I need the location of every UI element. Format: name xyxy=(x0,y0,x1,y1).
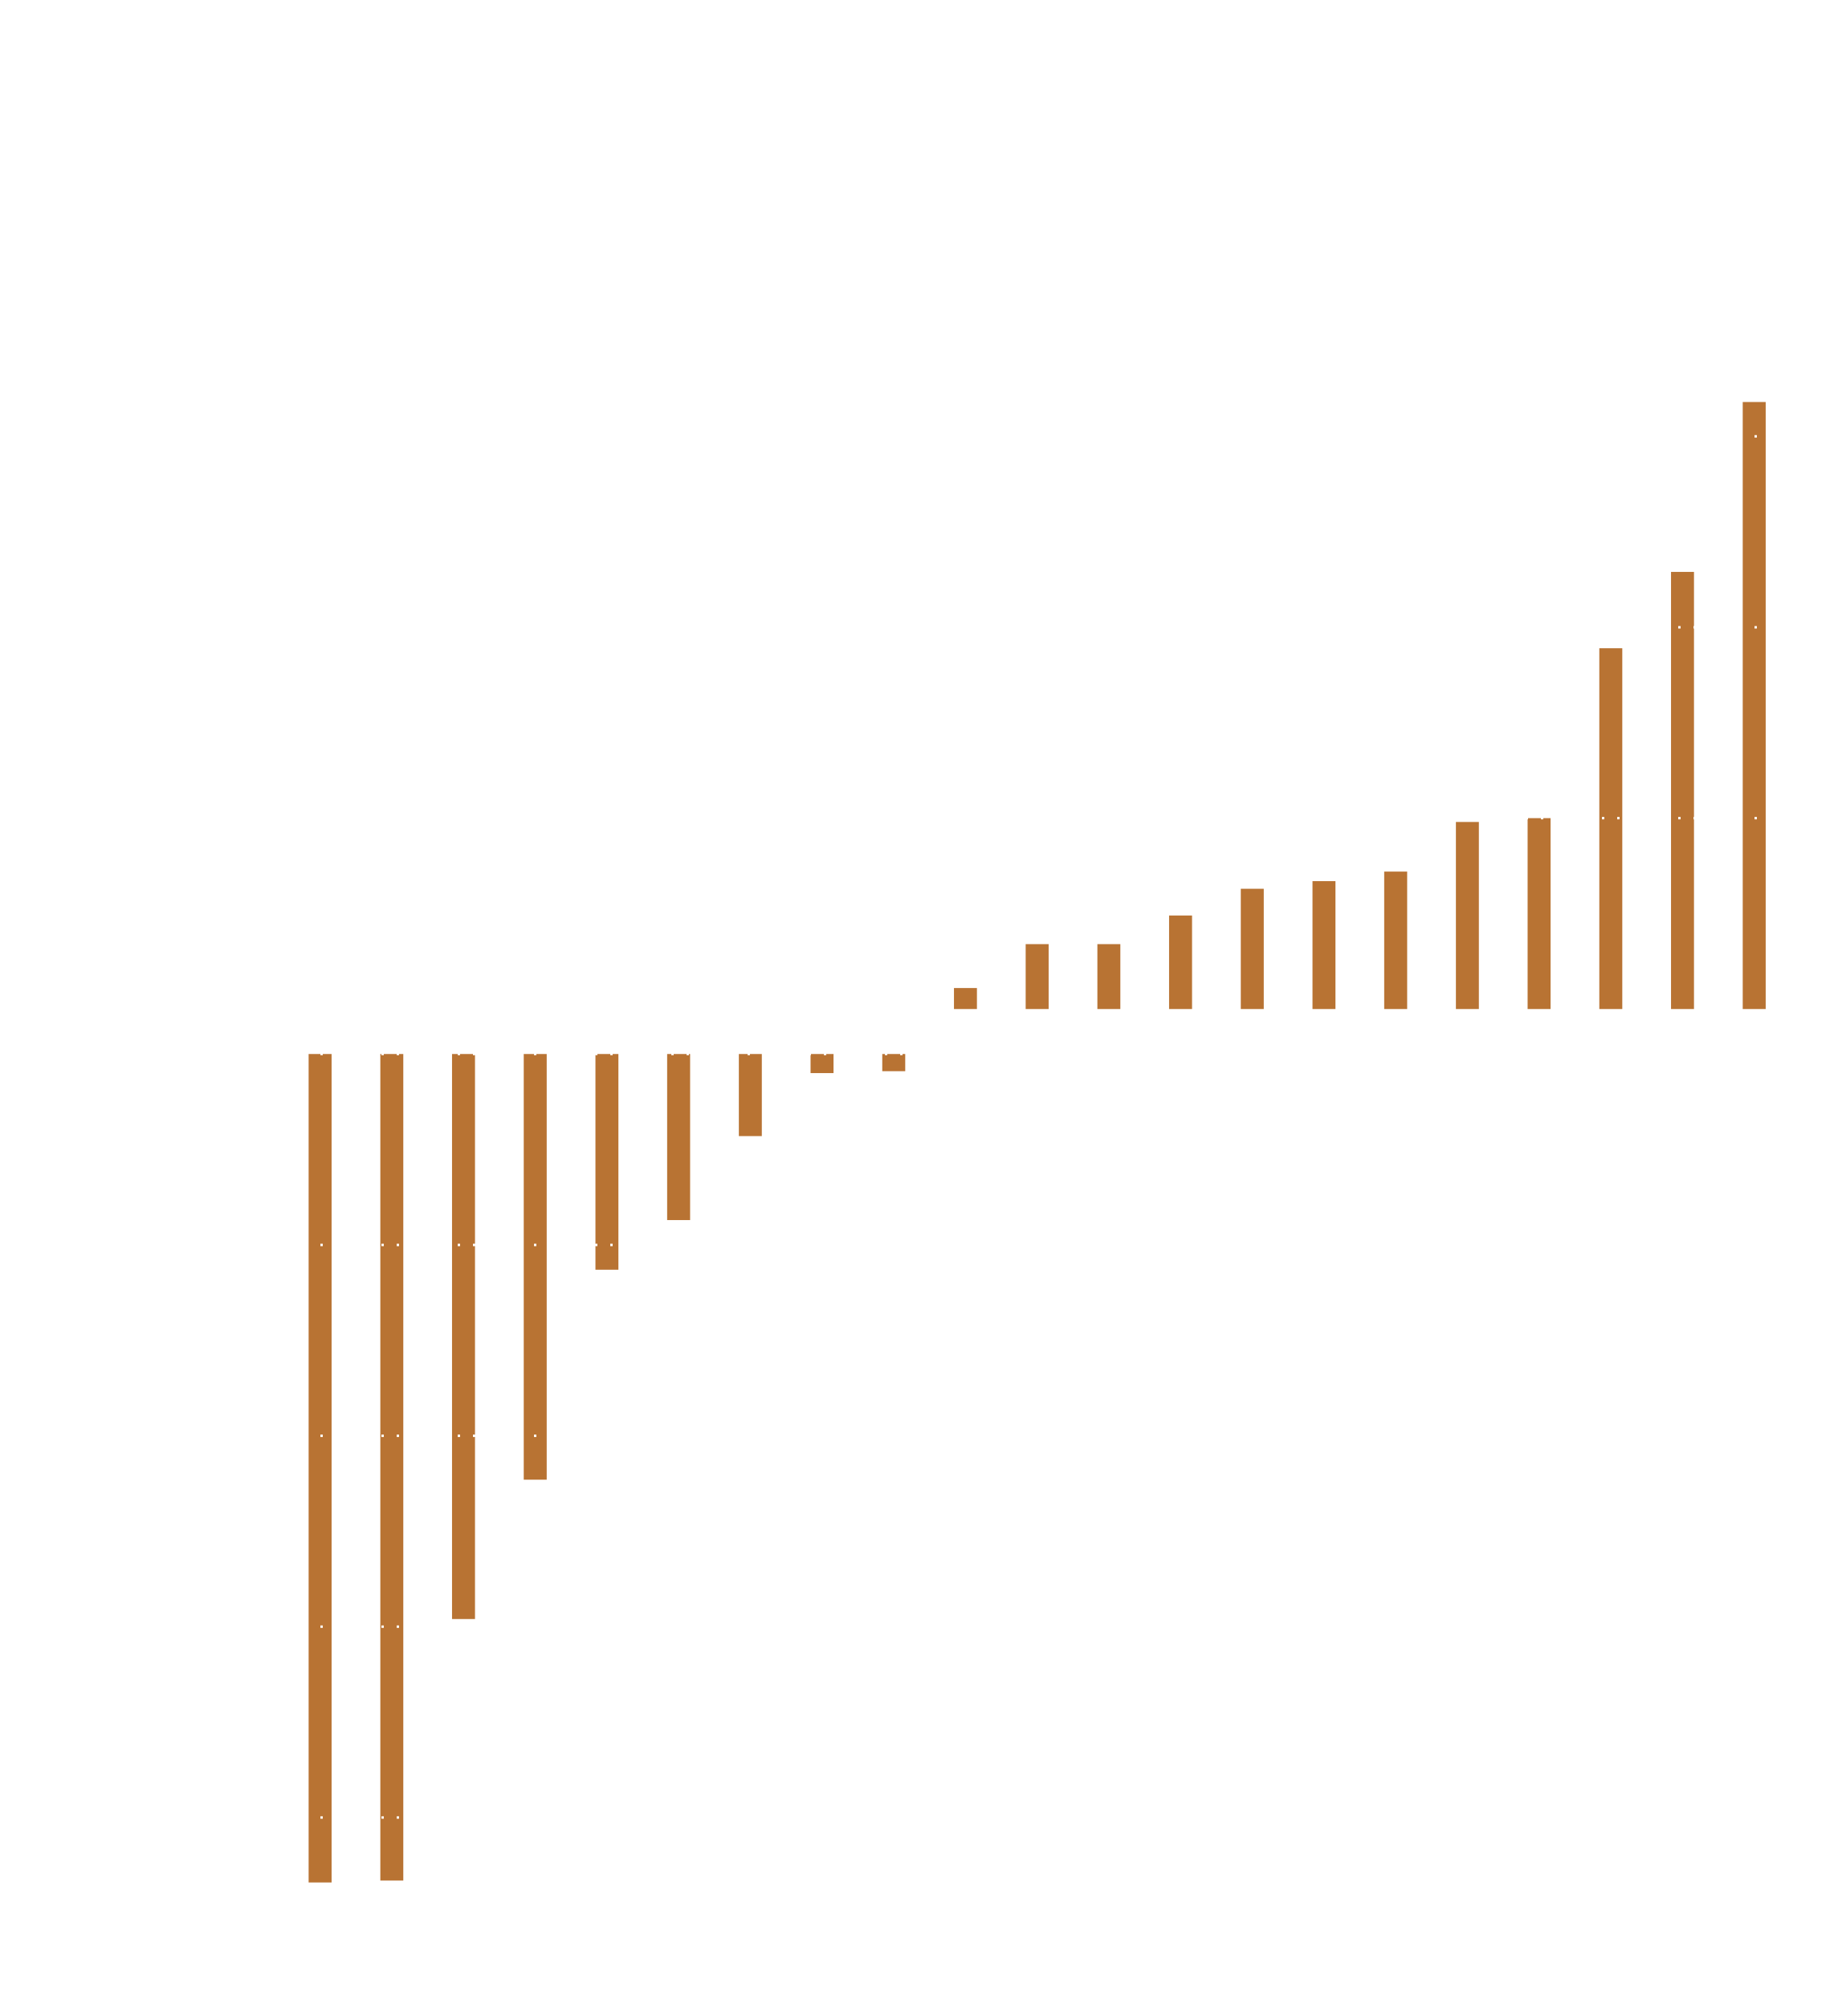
bar xyxy=(1097,944,1121,1010)
bar xyxy=(451,1054,475,1619)
bar xyxy=(1168,915,1192,1010)
bar xyxy=(380,1054,404,1881)
bar xyxy=(308,1054,332,1883)
bar xyxy=(1742,402,1766,1010)
bar xyxy=(954,988,977,1010)
bar xyxy=(882,1054,906,1071)
bar xyxy=(1241,888,1264,1010)
bar xyxy=(1384,871,1408,1010)
bar xyxy=(524,1054,547,1480)
bar xyxy=(1671,572,1694,1010)
bar xyxy=(1025,944,1049,1010)
bar xyxy=(1312,881,1336,1010)
bar xyxy=(595,1054,619,1270)
bar xyxy=(1527,818,1551,1010)
bar xyxy=(1599,648,1623,1010)
bar xyxy=(666,1054,691,1221)
bar xyxy=(810,1054,834,1074)
bar xyxy=(1456,822,1479,1010)
bar xyxy=(739,1054,762,1137)
